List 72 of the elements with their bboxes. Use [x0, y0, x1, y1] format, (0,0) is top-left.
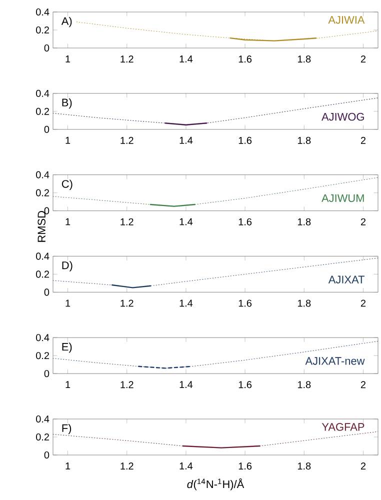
y-tick-label: 0 [44, 126, 50, 133]
y-tick-label: 0.2 [36, 352, 49, 360]
line-series [53, 340, 378, 368]
x-tick-label: 1 [66, 56, 70, 62]
annotation: D) [62, 261, 72, 272]
annotation: F) [62, 424, 72, 434]
x-tick-label: 1.4 [180, 136, 193, 144]
x-tick-label: 1.6 [238, 300, 252, 307]
x-tick-label: 1.2 [120, 56, 134, 62]
x-tick-label: 1.8 [298, 136, 311, 144]
x-tick-label: 1.8 [298, 462, 311, 470]
annotation: C) [62, 180, 72, 190]
y-tick-label: 0.2 [36, 108, 49, 115]
x-tick-label: 1.2 [120, 462, 134, 470]
x-tick-label: 1.6 [238, 462, 252, 470]
y-tick-label: 0.2 [36, 433, 49, 441]
x-tick-label: 1.2 [120, 381, 134, 388]
x-tick-label: 2 [360, 300, 366, 307]
x-tick-label: 1 [66, 381, 70, 388]
x-tick-label: 2 [360, 218, 366, 226]
y-tick-label: 0.4 [36, 171, 50, 178]
y-tick-label: 0.4 [36, 252, 50, 260]
x-tick-label: 1 [66, 136, 70, 144]
text: AJIWOG [322, 112, 364, 121]
x-tick-label: 2 [360, 56, 366, 62]
annotation: A) [61, 16, 72, 28]
x-tick-label: 1.8 [298, 300, 311, 307]
y-tick-label: 0 [44, 207, 50, 214]
annotation: B) [62, 98, 72, 109]
x-tick-label: 1.6 [238, 56, 252, 63]
y-tick-label: 0.4 [36, 415, 50, 423]
y-tick-label: 0 [44, 451, 50, 459]
x-tick-label: 1 [66, 300, 70, 307]
line-series [53, 258, 378, 288]
x-tick-label: 2 [360, 462, 366, 470]
line-series [53, 98, 378, 126]
y-tick-label: 0 [44, 288, 50, 296]
x-tick-label: 2 [360, 136, 366, 144]
y-tick-label: 0.2 [36, 26, 49, 34]
x-tick-label: 2 [360, 381, 366, 388]
x-tick-label: 1.2 [120, 136, 134, 144]
y-tick-label: 0.2 [36, 270, 49, 278]
x-tick-label: 1.8 [298, 56, 311, 63]
x-tick-label: 1.2 [120, 218, 134, 226]
line-series [53, 177, 378, 207]
x-tick-label: 1.4 [180, 218, 193, 226]
y-axis-title: RMSD [38, 210, 46, 242]
x-tick-label: 1.4 [180, 381, 193, 388]
y-tick-label: 0.2 [36, 189, 49, 196]
y-tick-label: 0.4 [36, 8, 50, 16]
x-axis-title: d($^{14}$N-$^{1}$H)/Å [187, 478, 244, 490]
x-tick-label: 1 [66, 218, 70, 226]
x-tick-label: 1.4 [180, 56, 193, 62]
y-tick-label: 0 [44, 44, 50, 52]
x-tick-label: 1.6 [238, 381, 252, 388]
x-tick-label: 1.2 [120, 300, 134, 307]
series-label: AJIWIA [328, 16, 365, 24]
x-tick-label: 1 [66, 462, 70, 470]
x-tick-label: 1.6 [238, 136, 252, 144]
x-tick-label: 1.4 [180, 300, 193, 307]
text: AJIXAT [328, 276, 364, 284]
text: AJIWUM [322, 194, 364, 202]
x-tick-label: 1.8 [298, 218, 311, 226]
annotation: E) [62, 342, 72, 353]
x-tick-label: 1.6 [238, 218, 252, 226]
y-tick-label: 0.4 [36, 90, 50, 97]
text: AJIXAT-new [305, 357, 365, 365]
y-tick-label: 0 [44, 370, 50, 378]
x-tick-label: 1.8 [298, 381, 311, 388]
x-tick-label: 1.4 [180, 462, 193, 470]
text: YAGFAP [322, 423, 364, 431]
y-tick-label: 0.4 [36, 334, 50, 342]
